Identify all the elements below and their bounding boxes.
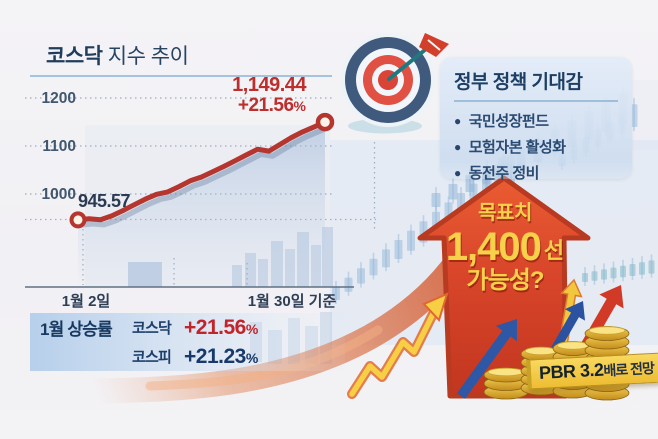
rate-row-value: +21.56% [184, 316, 345, 340]
dart-arrow-icon [387, 33, 449, 81]
january-rates-box: 1월 상승률 코스닥 +21.56% 코스피 +21.23% [30, 313, 345, 371]
bullet-icon: ● [454, 165, 461, 180]
rates-title: 1월 상승률 [40, 320, 113, 339]
area-fill [78, 122, 325, 287]
rate-row-label: 코스피 [132, 349, 172, 366]
bullet-icon: ● [454, 139, 461, 154]
start-marker [69, 211, 87, 229]
percent-sign: % [245, 320, 258, 337]
bullet-icon: ● [454, 113, 461, 128]
target-line2: 가능성? [467, 267, 544, 294]
kosdaq-line [75, 119, 328, 223]
policy-item-3: ● 동전주 정비 [454, 162, 618, 183]
chart-gridlines [25, 97, 333, 195]
target-value: 1,400 선 [446, 225, 564, 269]
line-shadow [81, 124, 330, 228]
x-tick-right: 1월 30일 기준 [248, 293, 337, 310]
policy-panel-title: 정부 정책 기대감 [454, 72, 583, 93]
y-tick-1200: 1200 [42, 90, 76, 107]
pbr-value: PBR 3.2 [538, 359, 604, 383]
target-arrow: 목표치 1,400 선 가능성? [417, 175, 591, 399]
small-growth-arrows [347, 278, 624, 399]
policy-item-label: 국민성장펀드 [468, 113, 549, 130]
kosdaq-change: +21.56 [184, 315, 246, 339]
end-value-label: 1,149.44 [232, 74, 307, 96]
kosdaq-line-chart: 1200 1100 1000 1월 2일 1월 30일 기준 945.57 1,… [25, 74, 354, 310]
rate-row-label: 코스닥 [132, 320, 172, 337]
page-title: 코스닥 지수 추이 [46, 40, 189, 70]
start-value-label: 945.57 [78, 191, 131, 211]
y-tick-1000: 1000 [42, 186, 76, 203]
policy-item-label: 동전주 정비 [468, 165, 540, 182]
policy-panel: 정부 정책 기대감 ● 국민성장펀드 ● 모험자본 활성화 ● 동전주 정비 [440, 57, 632, 182]
policy-panel-divider [454, 100, 618, 102]
target-line1: 목표치 [478, 201, 532, 224]
title-rest: 지수 추이 [102, 45, 189, 68]
policy-item-2: ● 모험자본 활성화 [454, 136, 618, 157]
policy-item-label: 모험자본 활성화 [468, 139, 566, 156]
title-emphasis: 코스닥 [46, 45, 103, 68]
dartboard-icon [341, 33, 449, 134]
policy-item-1: ● 국민성장펀드 [454, 110, 618, 131]
rate-row-value: +21.23% [184, 345, 345, 369]
pbr-suffix: 배로 전망 [603, 359, 655, 379]
end-change-label: +21.56% [238, 95, 307, 116]
kospi-change: +21.23 [184, 344, 246, 368]
end-marker [315, 112, 335, 132]
x-tick-left: 1월 2일 [62, 293, 110, 310]
percent-sign: % [245, 349, 258, 366]
y-tick-1100: 1100 [42, 138, 76, 155]
title-underline [30, 75, 332, 77]
